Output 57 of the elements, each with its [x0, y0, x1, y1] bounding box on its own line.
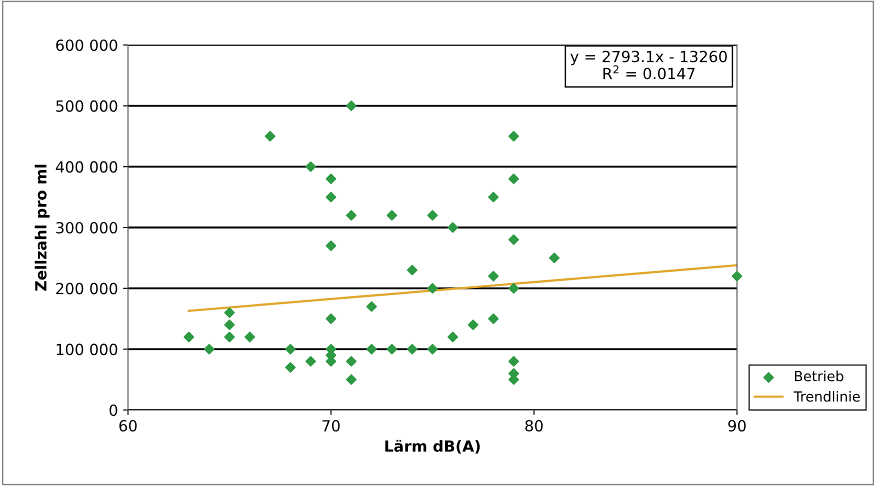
y-tick-label: 200 000 [56, 282, 118, 294]
point [244, 332, 256, 342]
point [224, 307, 235, 318]
point [305, 161, 316, 172]
point [346, 374, 357, 385]
point [508, 130, 519, 142]
y-tick-label: 400 000 [56, 161, 118, 173]
point [366, 344, 377, 354]
point [346, 356, 357, 367]
point [326, 174, 336, 184]
point [406, 344, 418, 354]
point [448, 332, 458, 342]
point [326, 240, 336, 252]
point [386, 210, 398, 221]
y-tick-label: 0 [110, 404, 118, 416]
x-tick-label: 70 [322, 420, 340, 432]
point [204, 344, 214, 354]
point [549, 252, 560, 264]
point [224, 320, 235, 330]
point [508, 283, 519, 294]
point [326, 313, 336, 324]
point [448, 222, 458, 233]
point [326, 192, 336, 202]
point [285, 362, 296, 373]
point [366, 301, 377, 312]
point [264, 130, 276, 142]
point [427, 344, 438, 354]
y-axis-title: Zellzahl pro ml [34, 164, 50, 291]
point [508, 356, 519, 367]
point [406, 264, 418, 276]
x-tick-label: 90 [728, 420, 746, 432]
point [285, 344, 296, 354]
x-axis-title: Lärm dB(A) [385, 440, 480, 454]
x-tick-label: 80 [525, 420, 543, 432]
point [184, 332, 194, 342]
point [427, 283, 438, 294]
point [386, 344, 398, 354]
legend-label: Trendlinie [794, 391, 860, 402]
point [468, 320, 478, 330]
point [508, 174, 519, 184]
point [427, 210, 438, 221]
point [346, 210, 357, 221]
annotation: y = 2793.1x - 13260 R$^{2}$ = 0.0147 [570, 50, 727, 80]
y-tick-label: 100 000 [56, 344, 118, 356]
point [305, 356, 316, 367]
y-tick-label: 500 000 [56, 100, 118, 112]
point [488, 313, 499, 324]
point [508, 234, 519, 245]
legend-label: Betrieb [794, 370, 844, 382]
point [488, 192, 499, 202]
y-tick-label: 300 000 [56, 222, 118, 234]
y-tick-label: 600 000 [56, 39, 118, 52]
x-tick-label: 60 [119, 420, 137, 432]
point [224, 332, 235, 342]
point [488, 270, 499, 282]
point [732, 270, 742, 282]
point [346, 100, 357, 112]
